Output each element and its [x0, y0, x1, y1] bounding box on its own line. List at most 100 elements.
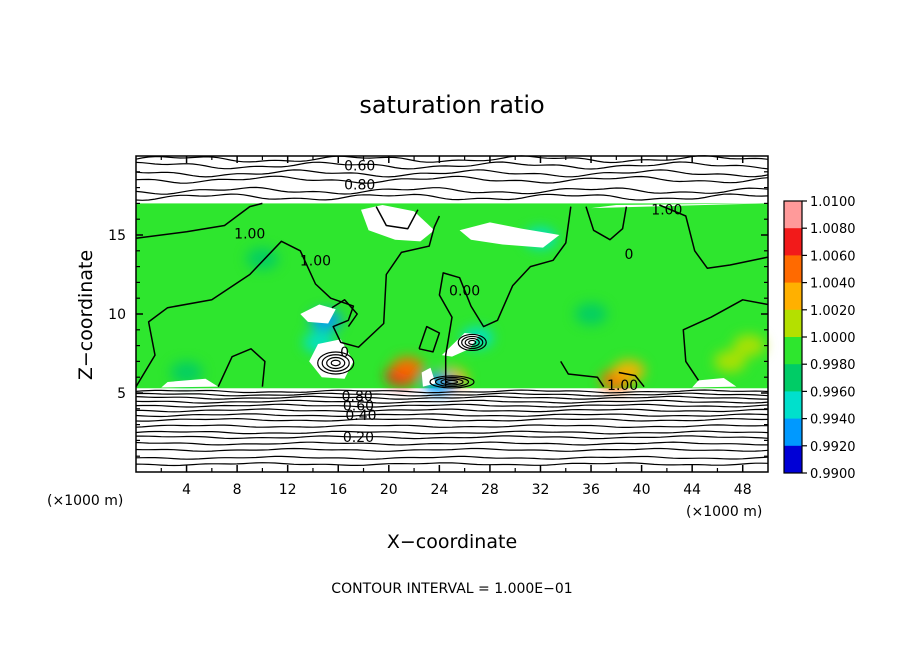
lower-contour-2: [135, 395, 768, 400]
field-background: [136, 203, 768, 389]
contour-curve-3: [659, 204, 769, 269]
contour-label-8: 1.00: [607, 378, 638, 394]
contour-loop-2-1: [445, 379, 459, 385]
contour-lines: [135, 155, 769, 467]
contour-label-0: 0.60: [344, 158, 375, 174]
x-tick-label-9: 40: [633, 482, 651, 498]
colorbar-label-5: 1.0000: [810, 331, 856, 346]
colorbar-swatch-5: [784, 337, 802, 365]
color-patch-1: [391, 356, 424, 379]
colorbar-swatch-7: [784, 391, 802, 420]
contour-label-2: 1.00: [651, 203, 682, 219]
upper-contour-4: [135, 186, 769, 195]
upper-contour-1: [135, 161, 769, 170]
dry-region-7: [421, 367, 436, 387]
contour-curve-6: [331, 299, 358, 328]
x-unit-label-left: (×1000 m): [47, 493, 123, 509]
colorbar-swatch-3: [784, 282, 802, 311]
contour-curve-11: [618, 371, 645, 388]
contour-curve-2: [438, 206, 572, 387]
color-patch-5: [733, 334, 766, 357]
contour-loop-0-2: [326, 356, 346, 370]
contour-loop-0-3: [321, 354, 350, 372]
colorbar-swatch-9: [784, 445, 802, 474]
colorbar-label-6: 0.9980: [810, 358, 856, 373]
colorbar-label-2: 1.0060: [810, 249, 856, 264]
color-patch-6: [714, 350, 747, 373]
colorbar-label-4: 1.0020: [810, 304, 856, 319]
colorbar-label-1: 1.0080: [810, 222, 856, 237]
color-patch-13: [246, 247, 279, 270]
x-tick-label-0: 4: [182, 482, 191, 498]
lower-contour-7: [135, 417, 769, 422]
contour-curve-5: [217, 348, 266, 388]
dry-region-1: [459, 222, 560, 248]
upper-contour-5: [135, 193, 769, 201]
colorbar-swatch-6: [784, 364, 802, 392]
contour-loop-2-4: [429, 375, 475, 389]
y-tick-label-2: 15: [108, 228, 126, 244]
contour-loop-2-2: [440, 378, 464, 386]
colorbar: 1.0100 1.0080 1.0060 1.0040 1.0020 1.0000 0.99…: [783, 195, 856, 482]
contour-label-7: 0: [340, 345, 349, 361]
x-tick-label-10: 44: [683, 482, 701, 498]
x-tick-label-2: 12: [279, 482, 297, 498]
x-tick-label-11: 48: [734, 482, 752, 498]
colorbar-swatch-8: [784, 418, 802, 447]
x-axis-label: X−coordinate: [387, 531, 517, 553]
x-tick-label-5: 24: [430, 482, 448, 498]
lower-contour-0: [135, 389, 769, 394]
field-region: [136, 203, 768, 389]
colorbar-swatch-2: [784, 255, 802, 284]
lower-contour-3: [135, 399, 769, 404]
contour-loop-1-3: [461, 335, 484, 350]
upper-contour-0: [135, 155, 769, 164]
contour-curve-1: [135, 215, 441, 388]
contour-loop-1-1: [468, 339, 477, 346]
contour-label-6: 0: [624, 247, 633, 263]
lower-contour-13: [135, 455, 769, 460]
contour-label-12: 0.20: [343, 430, 374, 446]
colorbar-label-7: 0.9960: [810, 385, 856, 400]
colorbar-swatch-1: [784, 228, 802, 256]
contour-label-11: 0.40: [345, 408, 376, 424]
colorbar-label-8: 0.9940: [810, 413, 856, 428]
contour-label-10: 0.60: [343, 399, 374, 415]
dry-region-3: [300, 304, 336, 324]
y-tick-label-0: 5: [117, 386, 126, 402]
contour-label-4: 1.00: [300, 253, 331, 269]
lower-contour-14: [135, 462, 769, 467]
y-tick-label-1: 10: [108, 307, 126, 323]
x-tick-label-6: 28: [481, 482, 499, 498]
colorbar-label-3: 1.0040: [810, 277, 856, 292]
contour-loop-1-4: [457, 333, 487, 352]
lower-contour-10: [136, 435, 769, 440]
contour-loop-2-3: [434, 376, 470, 388]
colorbar-swatch-4: [784, 309, 802, 338]
x-tick-label-3: 16: [329, 482, 347, 498]
contour-label-9: 0.80: [342, 389, 373, 405]
contour-loop-0-4: [317, 351, 355, 375]
upper-contour-3: [135, 175, 769, 184]
x-tick-label-8: 36: [582, 482, 600, 498]
colorbar-label-0: 1.0100: [810, 195, 856, 210]
dry-region-2: [591, 203, 768, 209]
lower-contour-11: [135, 441, 768, 446]
contour-curve-0: [135, 202, 263, 239]
contour-interval-note: CONTOUR INTERVAL = 1.000E−01: [331, 581, 572, 597]
color-patch-4: [612, 359, 645, 382]
contour-curve-9: [585, 206, 628, 241]
dry-region-6: [161, 378, 219, 388]
x-unit-label-right: (×1000 m): [686, 504, 762, 520]
x-tick-label-4: 20: [380, 482, 398, 498]
y-axis-label: Z−coordinate: [75, 250, 97, 380]
contour-labels: 0.600.801.001.001.000.00001.000.800.600.…: [234, 158, 682, 446]
contour-label-3: 1.00: [234, 226, 265, 242]
contour-curve-10: [560, 361, 605, 388]
lower-contour-9: [135, 430, 769, 435]
colorbar-label-10: 0.9900: [810, 467, 856, 482]
lower-contour-1: [135, 392, 769, 397]
contour-loop-0-1: [330, 359, 341, 367]
